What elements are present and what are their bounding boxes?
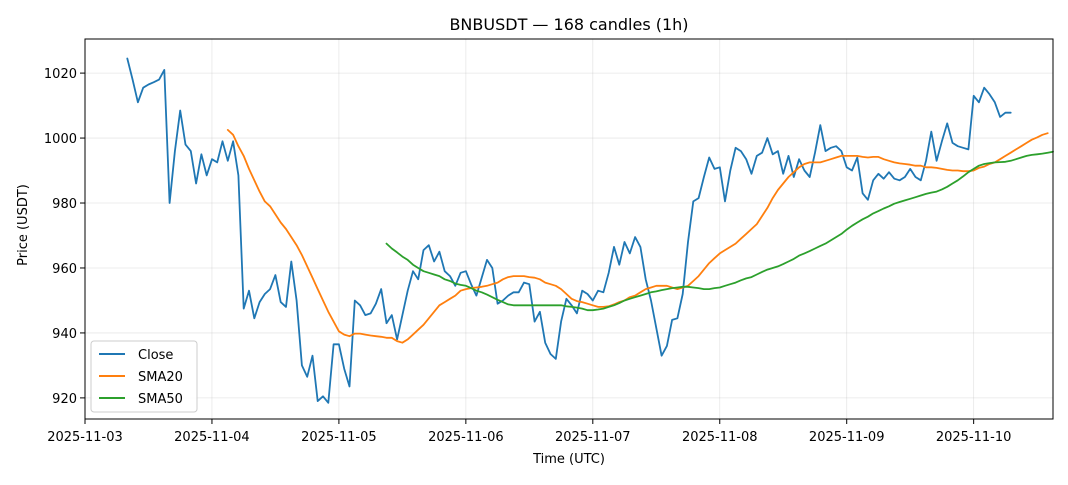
- grid: [84, 39, 1053, 419]
- y-tick-label: 940: [52, 327, 77, 342]
- chart-title: BNBUSDT — 168 candles (1h): [449, 15, 688, 34]
- series-line-sma20: [226, 128, 1049, 344]
- x-tick-label: 2025-11-08: [682, 430, 758, 445]
- x-axis-label: Time (UTC): [532, 452, 605, 467]
- x-tick-label: 2025-11-04: [174, 430, 250, 445]
- plot-frame: [84, 38, 1054, 420]
- legend-label-sma50: SMA50: [138, 392, 183, 407]
- y-tick-label: 960: [52, 262, 77, 277]
- axis-ticks: 2025-11-03 2025-11-04 2025-11-05 2025-11-06…: [44, 67, 1012, 445]
- y-tick-label: 1020: [44, 67, 77, 82]
- legend-label-close: Close: [138, 348, 173, 363]
- x-tick-label: 2025-11-06: [428, 430, 504, 445]
- y-axis-label: Price (USDT): [16, 184, 31, 266]
- x-tick-label: 2025-11-10: [936, 430, 1012, 445]
- legend-box: [90, 340, 198, 413]
- y-tick-label: 980: [52, 197, 77, 212]
- x-tick-label: 2025-11-03: [47, 430, 123, 445]
- legend: Close SMA20 SMA50: [90, 340, 198, 413]
- legend-label-sma20: SMA20: [138, 370, 183, 385]
- y-tick-label: 1000: [44, 132, 77, 147]
- series-line-close: [126, 57, 1012, 404]
- x-tick-label: 2025-11-07: [555, 430, 631, 445]
- x-tick-label: 2025-11-05: [301, 430, 377, 445]
- y-tick-label: 920: [52, 392, 77, 407]
- series-layer: [126, 57, 1054, 404]
- series-line-sma50: [385, 150, 1054, 312]
- x-tick-label: 2025-11-09: [809, 430, 885, 445]
